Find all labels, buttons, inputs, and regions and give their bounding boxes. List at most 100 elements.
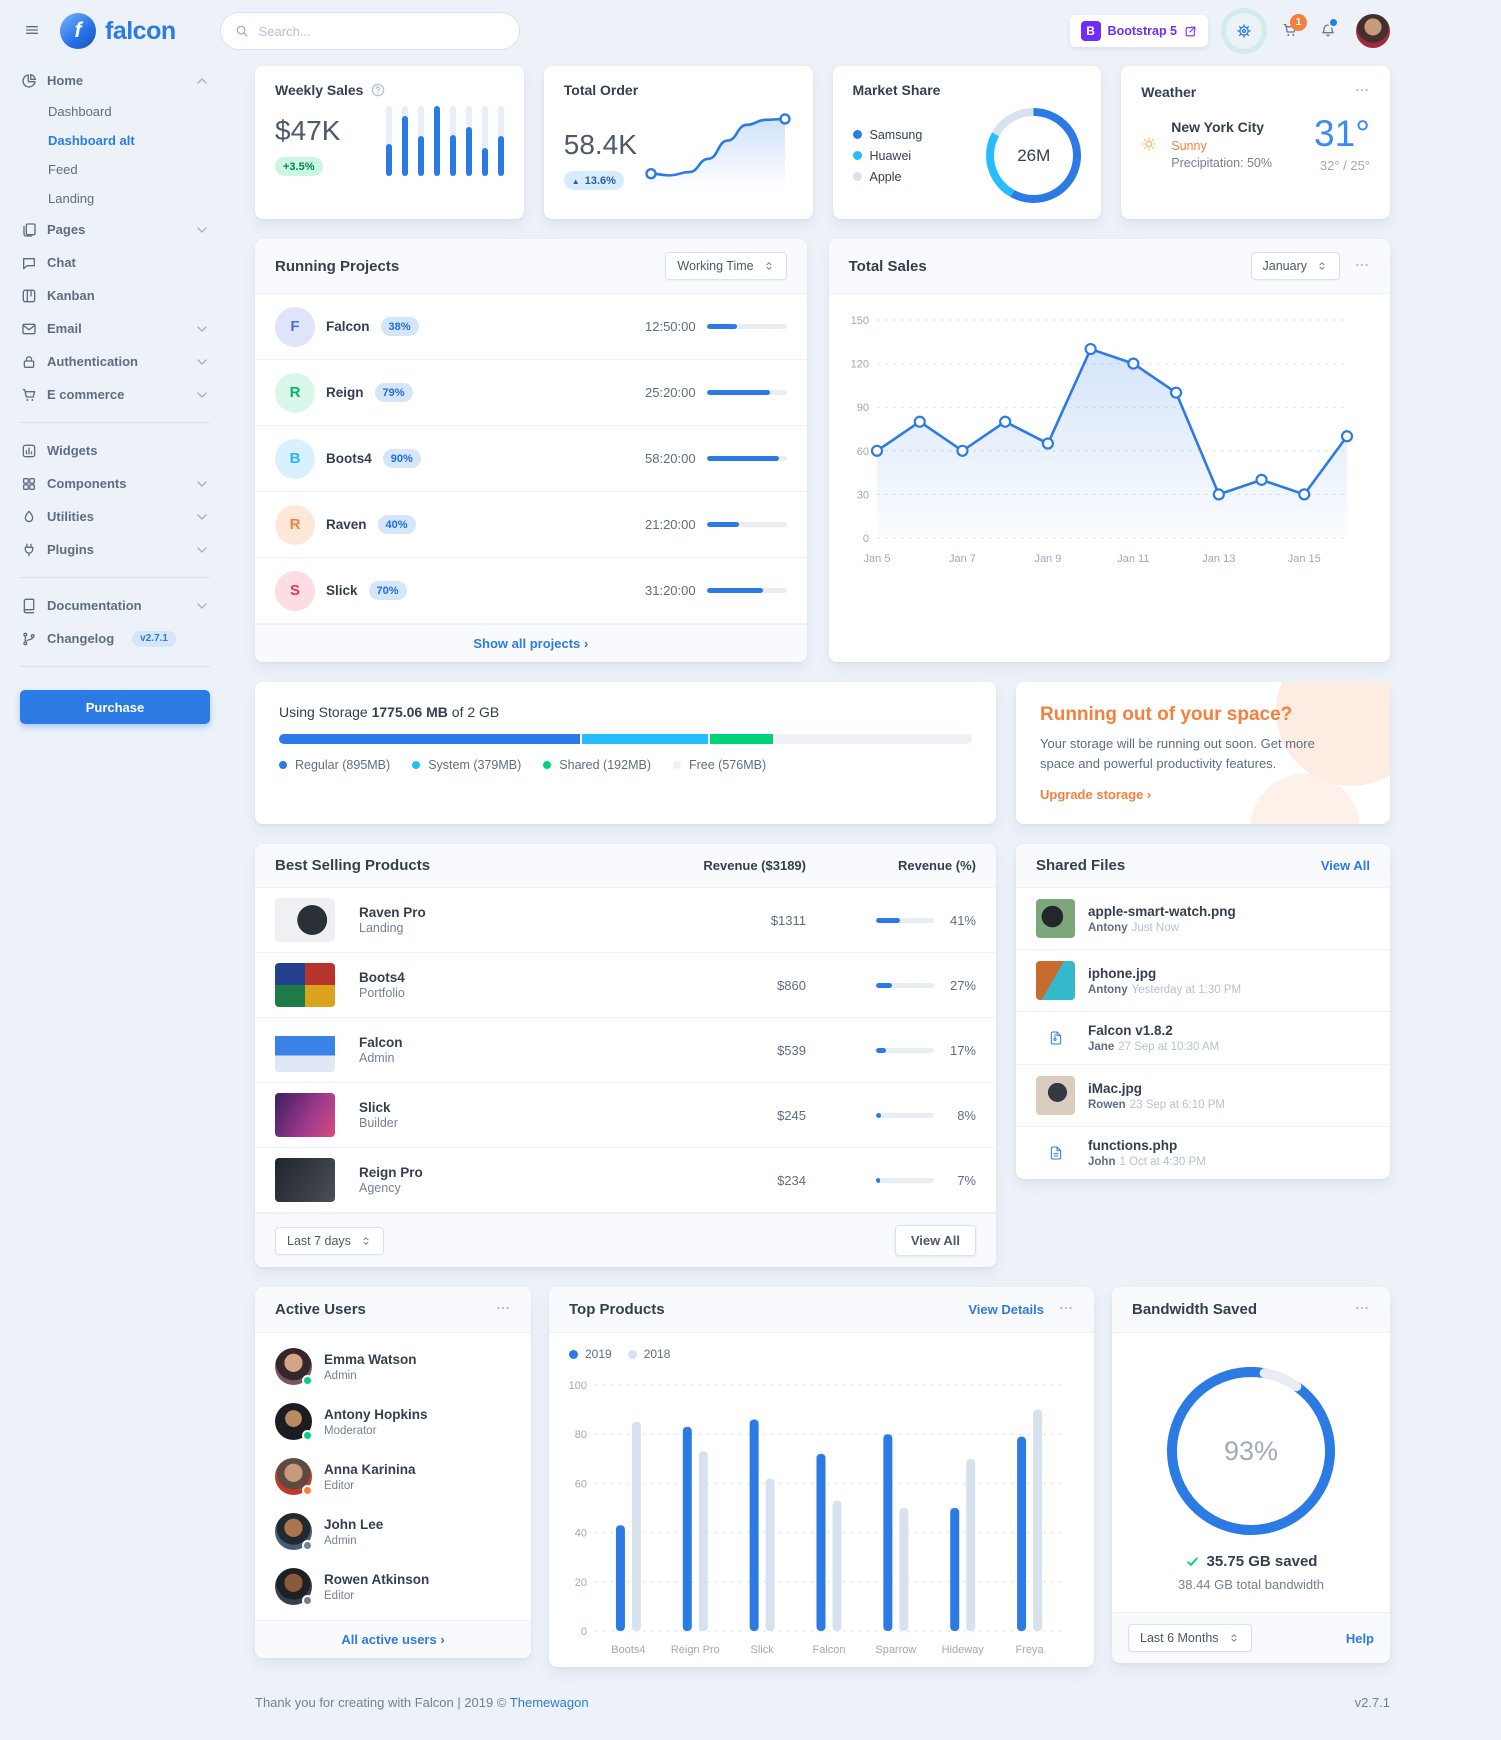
- bandwidth-donut: 93%: [1167, 1367, 1335, 1535]
- days-filter-select[interactable]: Last 7 days: [275, 1226, 384, 1255]
- project-name-link[interactable]: Falcon: [326, 319, 370, 334]
- upgrade-storage-link[interactable]: Upgrade storage ›: [1040, 787, 1152, 802]
- user-name-link[interactable]: John Lee: [324, 1516, 384, 1532]
- user-name-link[interactable]: Antony Hopkins: [324, 1406, 428, 1422]
- project-time: 12:50:00: [645, 319, 696, 334]
- question-icon[interactable]: [370, 82, 386, 98]
- card-menu-button[interactable]: [495, 1300, 511, 1319]
- sidebar-item-label: Components: [47, 476, 127, 491]
- files-view-all-link[interactable]: View All: [1320, 858, 1370, 873]
- search-input[interactable]: [256, 22, 505, 40]
- product-name-link[interactable]: Boots4: [359, 970, 405, 985]
- product-revenue-pct: 8%: [957, 1107, 976, 1123]
- project-progress-bar: [706, 456, 787, 461]
- select-value: Last 6 Months: [1140, 1631, 1219, 1645]
- file-owner: Antony: [1088, 983, 1128, 996]
- cart-button[interactable]: 1: [1280, 13, 1307, 43]
- months-filter-select[interactable]: Last 6 Months: [1128, 1624, 1252, 1652]
- purchase-button[interactable]: Purchase: [20, 690, 210, 724]
- help-link[interactable]: Help: [1345, 1630, 1374, 1646]
- sidebar-item[interactable]: Pages: [20, 213, 210, 246]
- card-menu-button[interactable]: [1354, 82, 1370, 101]
- list-item: Emma Watson Admin: [255, 1339, 531, 1394]
- user-avatar: [275, 1458, 313, 1496]
- sidebar-item[interactable]: Authentication: [20, 345, 210, 378]
- file-name-link[interactable]: functions.php: [1088, 1138, 1178, 1153]
- view-all-button[interactable]: View All: [894, 1225, 976, 1256]
- project-time: 58:20:00: [645, 451, 696, 466]
- sidebar-item[interactable]: Home: [20, 64, 210, 97]
- sidebar-item[interactable]: Chat: [20, 246, 210, 279]
- storage-usage-text: Using Storage 1775.06 MB of 2 GB: [279, 704, 500, 720]
- file-name-link[interactable]: apple-smart-watch.png: [1088, 903, 1236, 919]
- view-details-link[interactable]: View Details: [968, 1302, 1044, 1317]
- file-timestamp: 23 Sep at 6:10 PM: [1129, 1098, 1225, 1111]
- sidebar-item[interactable]: Widgets: [20, 434, 210, 467]
- ellipsis-icon: [495, 1300, 511, 1316]
- show-all-projects-link[interactable]: Show all projects ›: [473, 636, 589, 651]
- month-select[interactable]: January: [1250, 252, 1340, 280]
- total-sales-chart: 0 30 60 90 120 150 Jan 5 Jan 7 Jan 9 Jan 11 Jan 13…: [829, 294, 1390, 578]
- product-name-link[interactable]: Reign Pro: [359, 1165, 423, 1180]
- project-progress-bar: [706, 390, 787, 395]
- project-progress-badge: 79%: [374, 383, 413, 402]
- file-timestamp: 27 Sep at 10:30 AM: [1118, 1041, 1220, 1053]
- sidebar-item-label: Dashboard alt: [48, 133, 135, 148]
- menu-icon: [24, 22, 40, 38]
- product-name-link[interactable]: Slick: [359, 1100, 391, 1115]
- themewagon-link[interactable]: Themewagon: [509, 1695, 589, 1710]
- product-name-link[interactable]: Raven Pro: [359, 905, 426, 920]
- sidebar-item[interactable]: Plugins: [20, 533, 210, 566]
- falcon-logo-icon: f: [60, 13, 96, 49]
- file-name-link[interactable]: Falcon v1.8.2: [1088, 1023, 1173, 1038]
- user-name-link[interactable]: Anna Karinina: [324, 1461, 416, 1477]
- project-avatar: R: [275, 504, 315, 545]
- sidebar-item-icon: [20, 598, 37, 614]
- storage-legend-item: Shared (192MB): [543, 758, 651, 772]
- project-name-link[interactable]: Reign: [326, 385, 364, 400]
- brand-logo[interactable]: f falcon: [60, 13, 176, 49]
- user-name-link[interactable]: Emma Watson: [324, 1351, 417, 1367]
- card-menu-button[interactable]: [1058, 1300, 1074, 1319]
- svg-text:Reign Pro: Reign Pro: [671, 1644, 720, 1656]
- sidebar-item[interactable]: Changelog v2.7.1: [20, 622, 210, 655]
- project-name-link[interactable]: Raven: [326, 517, 367, 532]
- project-name-link[interactable]: Boots4: [326, 451, 372, 466]
- settings-button[interactable]: [1226, 13, 1262, 49]
- product-name-link[interactable]: Falcon: [359, 1035, 403, 1050]
- legend-label: System (379MB): [428, 758, 522, 772]
- notifications-button[interactable]: [1318, 16, 1339, 43]
- sidebar-item-label: Kanban: [47, 288, 95, 303]
- file-meta: John 1 Oct at 4:30 PM: [1088, 1156, 1206, 1168]
- svg-text:Hideway: Hideway: [942, 1644, 985, 1656]
- sidebar-item[interactable]: Utilities: [20, 500, 210, 533]
- sidebar-item[interactable]: Email: [20, 312, 210, 345]
- all-active-users-link[interactable]: All active users ›: [341, 1632, 445, 1647]
- user-name-link[interactable]: Rowen Atkinson: [324, 1571, 430, 1587]
- card-menu-button[interactable]: [1354, 257, 1370, 276]
- sidebar-item[interactable]: Dashboard alt: [20, 126, 210, 155]
- sidebar-item[interactable]: E commerce: [20, 378, 210, 411]
- menu-toggle-button[interactable]: [20, 18, 44, 45]
- legend-label: Apple: [869, 169, 902, 184]
- working-time-select[interactable]: Working Time: [665, 252, 787, 280]
- search-box[interactable]: [219, 12, 520, 50]
- file-meta: Antony Just Now: [1088, 922, 1179, 934]
- project-name-link[interactable]: Slick: [326, 583, 358, 598]
- legend-dot: [852, 172, 862, 181]
- file-type-icon: [1036, 1030, 1075, 1046]
- topbar-actions: B Bootstrap 5 1: [1069, 13, 1390, 49]
- list-item: Antony Hopkins Moderator: [255, 1394, 531, 1449]
- user-avatar[interactable]: [1356, 14, 1390, 48]
- file-name-link[interactable]: iphone.jpg: [1088, 965, 1157, 981]
- sidebar-item[interactable]: Feed: [20, 155, 210, 184]
- sidebar-item[interactable]: Dashboard: [20, 97, 210, 126]
- card-menu-button[interactable]: [1354, 1300, 1370, 1319]
- sidebar-item[interactable]: Landing: [20, 184, 210, 213]
- bootstrap5-link[interactable]: B Bootstrap 5: [1069, 15, 1208, 47]
- sidebar-item[interactable]: Documentation: [20, 589, 210, 622]
- sidebar-item[interactable]: Components: [20, 467, 210, 500]
- revenue-progress-bar: [876, 1112, 934, 1118]
- sidebar-item[interactable]: Kanban: [20, 279, 210, 312]
- file-name-link[interactable]: iMac.jpg: [1088, 1080, 1143, 1096]
